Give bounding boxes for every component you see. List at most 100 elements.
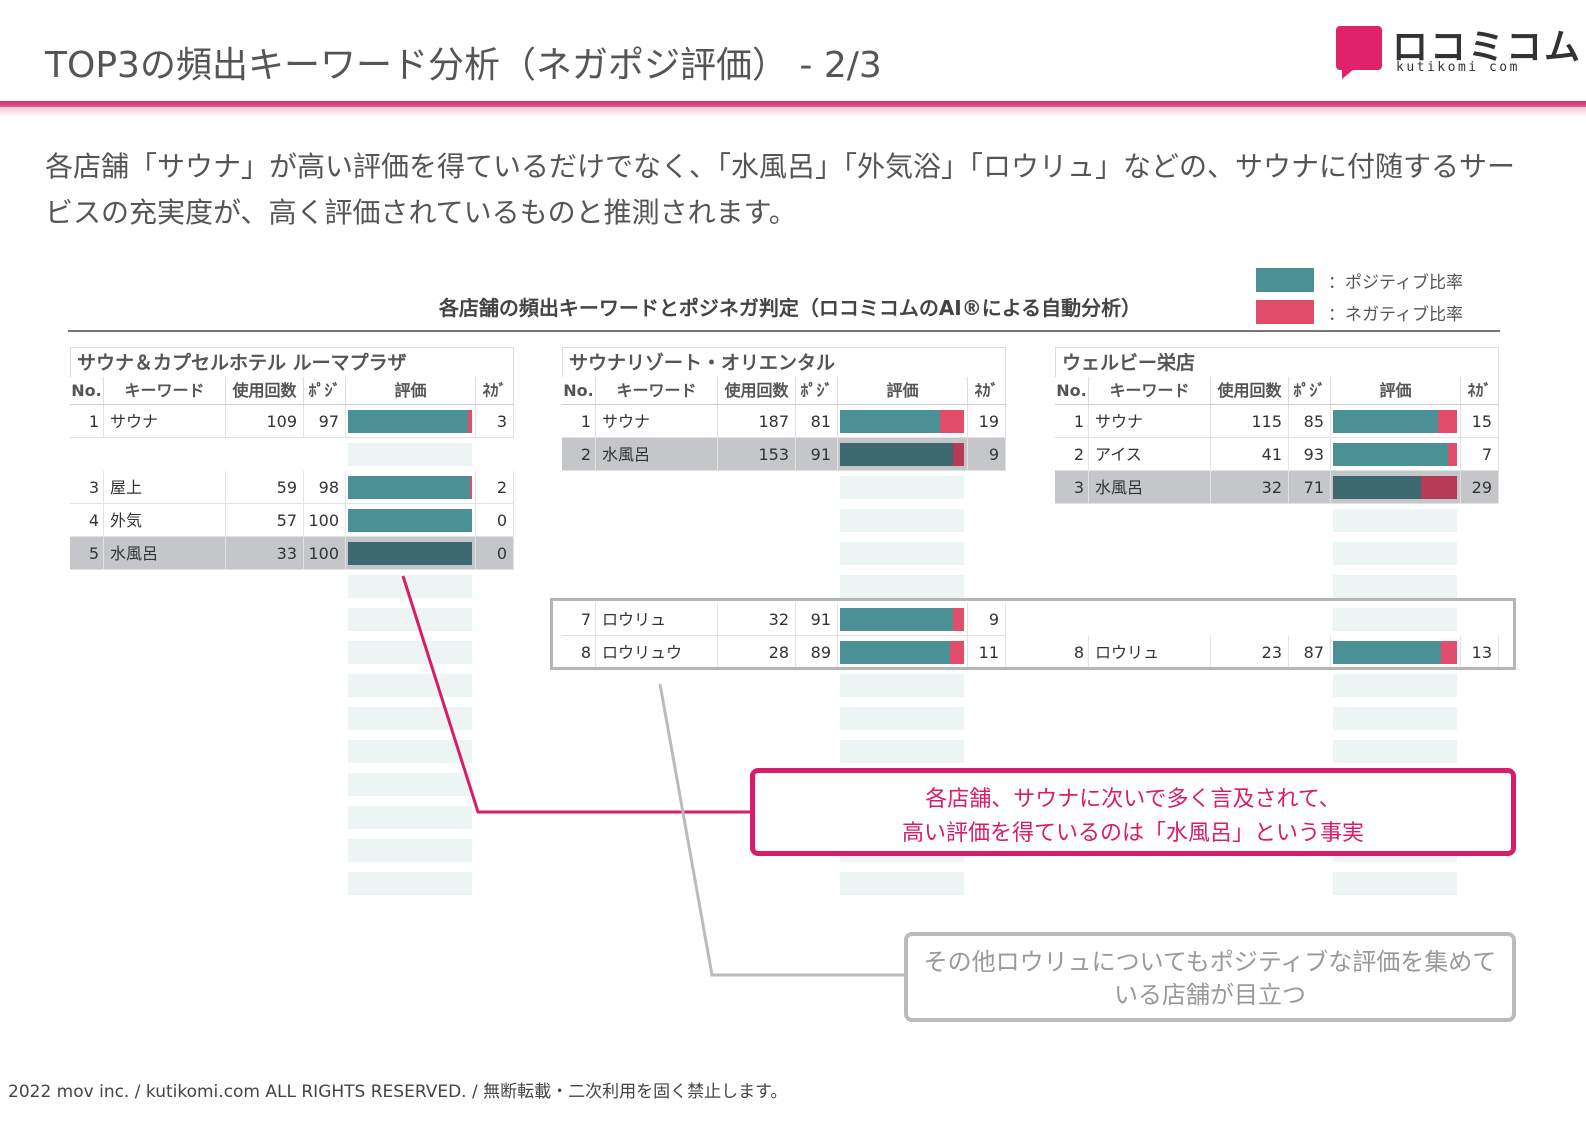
copyright-footer: 2022 mov inc. / kutikomi.com ALL RIGHTS … xyxy=(8,1082,788,1102)
cell-count: 32 xyxy=(1211,471,1289,504)
rating-bar-positive xyxy=(348,476,470,499)
faded-row xyxy=(1055,702,1499,735)
faded-row xyxy=(70,768,514,801)
legend-swatch-negative xyxy=(1256,300,1314,324)
cell-keyword: 水風呂 xyxy=(596,438,718,471)
roryu-highlight-box xyxy=(550,598,1516,670)
rating-bar xyxy=(348,476,472,499)
cell-rating xyxy=(346,537,476,570)
cell-no: 2 xyxy=(1055,438,1089,471)
faded-row xyxy=(70,636,514,669)
faded-row xyxy=(562,669,1006,702)
cell-keyword: サウナ xyxy=(596,405,718,438)
rating-bar xyxy=(348,542,472,565)
faded-row xyxy=(1055,603,1499,636)
cell-pos: 71 xyxy=(1289,471,1331,504)
lead-text: 各店舗「サウナ」が高い評価を得ているだけでなく、「水風呂」「外気浴」「ロウリュ」… xyxy=(45,150,1516,229)
faded-row xyxy=(70,867,514,900)
faded-row xyxy=(562,702,1006,735)
column-header-no: No. xyxy=(1055,377,1089,405)
faded-bar xyxy=(1333,740,1457,763)
faded-bar xyxy=(348,443,472,466)
table-row: 2 水風呂 153 91 9 xyxy=(562,438,1006,471)
cell-pos: 98 xyxy=(304,471,346,504)
header-accent-shadow xyxy=(0,107,1586,117)
faded-row xyxy=(562,504,1006,537)
cell-pos: 81 xyxy=(796,405,838,438)
main-callout-line1: 各店舗、サウナに次いで多く言及されて、 xyxy=(925,787,1341,812)
store-name: サウナリゾート・オリエンタル xyxy=(562,347,1006,377)
cell-count: 115 xyxy=(1211,405,1289,438)
table-row: 8 ロウリュウ 28 89 11 xyxy=(562,636,1006,669)
main-callout-line2: 高い評価を得ているのは「水風呂」という事実 xyxy=(901,821,1364,846)
faded-row xyxy=(1055,735,1499,768)
cell-no: 1 xyxy=(562,405,596,438)
table-row: 2 アイス 41 93 7 xyxy=(1055,438,1499,471)
table-row: 1 サウナ 109 97 3 xyxy=(70,405,514,438)
column-header-rating: 評価 xyxy=(838,377,968,405)
rating-bar xyxy=(840,410,964,433)
faded-row xyxy=(562,735,1006,768)
cell-count: 59 xyxy=(226,471,304,504)
cell-pos: 91 xyxy=(796,603,838,636)
cell-count: 41 xyxy=(1211,438,1289,471)
page-title: TOP3の頻出キーワード分析（ネガポジ評価） - 2/3 xyxy=(45,45,882,86)
faded-bar xyxy=(1333,674,1457,697)
faded-row xyxy=(562,537,1006,570)
faded-row xyxy=(70,438,514,471)
column-header-neg: ﾈｶﾞ xyxy=(476,377,514,405)
rating-bar-positive xyxy=(1333,641,1441,664)
faded-row xyxy=(562,471,1006,504)
column-header-count: 使用回数 xyxy=(226,377,304,405)
cell-pos: 100 xyxy=(304,504,346,537)
cell-neg: 9 xyxy=(968,603,1006,636)
rating-bar-positive xyxy=(1333,443,1449,466)
sub-callout: その他ロウリュについてもポジティブな評価を集めて いる店舗が目立つ xyxy=(904,932,1516,1022)
cell-no: 4 xyxy=(70,504,104,537)
faded-row xyxy=(562,867,1006,900)
rating-bar-positive xyxy=(840,410,941,433)
column-header-rating: 評価 xyxy=(346,377,476,405)
faded-bar xyxy=(840,575,964,598)
cell-rating xyxy=(1331,471,1461,504)
faded-bar xyxy=(348,740,472,763)
rating-bar-positive xyxy=(348,509,472,532)
faded-bar xyxy=(1333,542,1457,565)
faded-row xyxy=(562,570,1006,603)
faded-bar xyxy=(840,509,964,532)
cell-count: 57 xyxy=(226,504,304,537)
table-row: 1 サウナ 115 85 15 xyxy=(1055,405,1499,438)
cell-no: 5 xyxy=(70,537,104,570)
rating-bar xyxy=(840,641,964,664)
column-header-rating: 評価 xyxy=(1331,377,1461,405)
rating-bar-positive xyxy=(1333,410,1439,433)
cell-count: 32 xyxy=(718,603,796,636)
faded-bar xyxy=(840,542,964,565)
cell-rating xyxy=(346,405,476,438)
rating-bar-positive xyxy=(348,410,469,433)
cell-pos: 85 xyxy=(1289,405,1331,438)
column-header-keyword: キーワード xyxy=(104,377,226,405)
column-header-no: No. xyxy=(562,377,596,405)
rating-bar-negative xyxy=(952,608,964,631)
faded-bar xyxy=(1333,608,1457,631)
rating-bar-positive xyxy=(1333,476,1422,499)
faded-bar xyxy=(348,872,472,895)
faded-row xyxy=(70,570,514,603)
cell-rating xyxy=(346,471,476,504)
sub-callout-connector xyxy=(658,683,904,977)
faded-bar xyxy=(348,608,472,631)
faded-bar xyxy=(348,641,472,664)
cell-count: 33 xyxy=(226,537,304,570)
cell-neg: 0 xyxy=(476,504,514,537)
column-header-pos: ﾎﾟｼﾞ xyxy=(796,377,838,405)
rating-bar xyxy=(1333,443,1457,466)
rating-bar xyxy=(840,443,964,466)
faded-bar xyxy=(840,674,964,697)
cell-count: 187 xyxy=(718,405,796,438)
header-accent-line xyxy=(0,101,1586,107)
cell-neg: 15 xyxy=(1461,405,1499,438)
faded-bar xyxy=(1333,575,1457,598)
cell-rating xyxy=(346,504,476,537)
